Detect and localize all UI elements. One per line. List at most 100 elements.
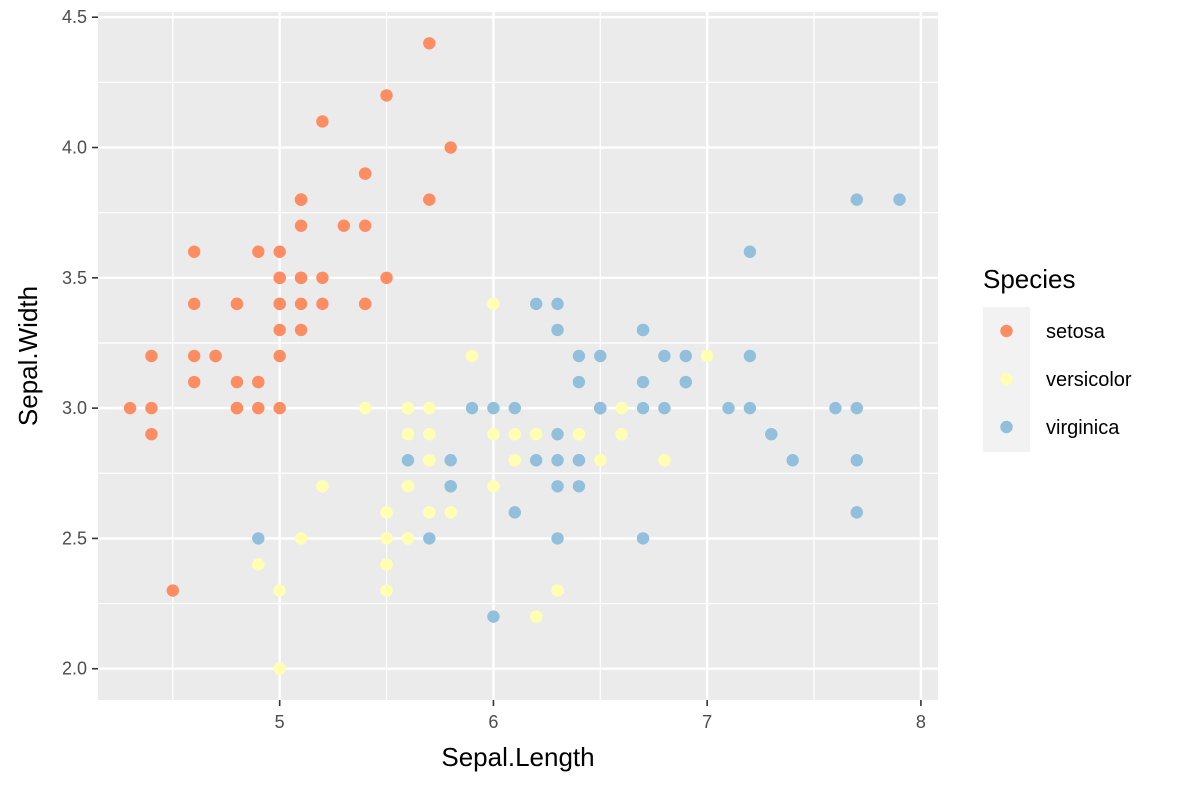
data-point-setosa (358, 219, 372, 232)
data-point-versicolor (615, 427, 628, 441)
data-point-versicolor (273, 584, 286, 597)
major-gridlines (98, 12, 938, 700)
data-point-virginica (508, 506, 521, 519)
data-point-versicolor (423, 427, 436, 441)
data-point-virginica (658, 349, 671, 363)
data-point-virginica (487, 610, 500, 623)
data-point-versicolor (594, 454, 607, 467)
data-point-virginica (765, 427, 778, 441)
x-tick-label: 8 (916, 712, 926, 732)
data-point-versicolor (423, 506, 436, 519)
data-point-versicolor (529, 610, 543, 623)
data-point-setosa (209, 349, 222, 363)
data-point-versicolor (380, 506, 393, 519)
data-point-virginica (252, 532, 265, 545)
data-point-setosa (252, 375, 265, 389)
data-point-setosa (273, 271, 286, 285)
data-point-setosa (294, 323, 308, 337)
data-point-virginica (529, 454, 543, 467)
data-point-setosa (423, 37, 436, 50)
legend-title: Species (983, 264, 1076, 294)
data-point-setosa (358, 167, 372, 180)
data-point-virginica (401, 454, 415, 467)
data-point-versicolor (380, 558, 393, 571)
data-point-virginica (551, 480, 564, 493)
data-point-versicolor (487, 297, 500, 311)
data-point-versicolor (529, 427, 543, 441)
y-tick-label: 4.5 (62, 7, 87, 27)
data-point-virginica (743, 245, 757, 258)
data-point-virginica (551, 454, 564, 467)
data-point-setosa (337, 219, 351, 232)
data-point-virginica (679, 375, 692, 389)
data-point-versicolor (273, 662, 286, 675)
data-point-virginica (423, 532, 436, 545)
data-point-versicolor (316, 480, 329, 493)
data-point-virginica (636, 532, 650, 545)
data-point-virginica (829, 401, 842, 415)
data-point-versicolor (700, 349, 714, 363)
data-points (123, 37, 906, 675)
data-point-versicolor (401, 401, 415, 415)
data-point-setosa (444, 141, 457, 154)
data-point-setosa (294, 193, 308, 206)
data-point-virginica (743, 349, 757, 363)
data-point-virginica (850, 401, 863, 415)
legend-key-setosa (1000, 324, 1013, 338)
data-point-versicolor (508, 427, 521, 441)
data-point-setosa (316, 297, 329, 311)
data-point-setosa (316, 115, 329, 128)
data-point-virginica (444, 480, 457, 493)
data-point-versicolor (572, 427, 586, 441)
legend-key-versicolor (1000, 372, 1013, 386)
data-point-setosa (380, 271, 393, 285)
data-point-versicolor (508, 454, 521, 467)
data-point-setosa (187, 375, 201, 389)
y-tick-label: 3.0 (62, 398, 87, 418)
data-point-virginica (572, 375, 586, 389)
legend-label-virginica: virginica (1046, 417, 1120, 439)
data-point-virginica (572, 454, 586, 467)
data-point-setosa (273, 245, 286, 258)
data-point-versicolor (358, 401, 372, 415)
data-point-virginica (551, 323, 564, 337)
data-point-setosa (230, 297, 244, 311)
data-point-virginica (529, 297, 543, 311)
data-point-virginica (594, 401, 607, 415)
data-point-versicolor (487, 427, 500, 441)
data-point-versicolor (615, 401, 628, 415)
data-point-virginica (850, 506, 863, 519)
data-point-setosa (166, 584, 180, 597)
data-point-versicolor (423, 454, 436, 467)
data-point-setosa (145, 401, 158, 415)
data-point-virginica (786, 454, 799, 467)
y-tick-label: 4.0 (62, 138, 87, 158)
data-point-versicolor (380, 584, 393, 597)
data-point-setosa (252, 245, 265, 258)
data-point-setosa (145, 427, 158, 441)
x-axis: 5 6 7 8 (275, 700, 926, 732)
data-point-setosa (294, 271, 308, 285)
data-point-versicolor (551, 584, 564, 597)
y-tick-label: 3.5 (62, 268, 87, 288)
data-point-setosa (273, 349, 286, 363)
data-point-setosa (294, 297, 308, 311)
data-point-virginica (551, 427, 564, 441)
data-point-setosa (187, 297, 201, 311)
data-point-versicolor (444, 506, 457, 519)
y-tick-label: 2.5 (62, 528, 87, 548)
data-point-virginica (594, 349, 607, 363)
y-tick-label: 2.0 (62, 659, 87, 679)
data-point-virginica (551, 532, 564, 545)
legend-label-versicolor: versicolor (1046, 369, 1132, 391)
data-point-virginica (551, 297, 564, 311)
data-point-setosa (273, 323, 286, 337)
data-point-setosa (123, 401, 137, 415)
x-tick-label: 6 (488, 712, 498, 732)
plot-panel-background (98, 12, 938, 700)
data-point-versicolor (294, 532, 308, 545)
x-axis-title: Sepal.Length (441, 742, 594, 772)
data-point-versicolor (380, 532, 393, 545)
data-point-virginica (465, 401, 479, 415)
